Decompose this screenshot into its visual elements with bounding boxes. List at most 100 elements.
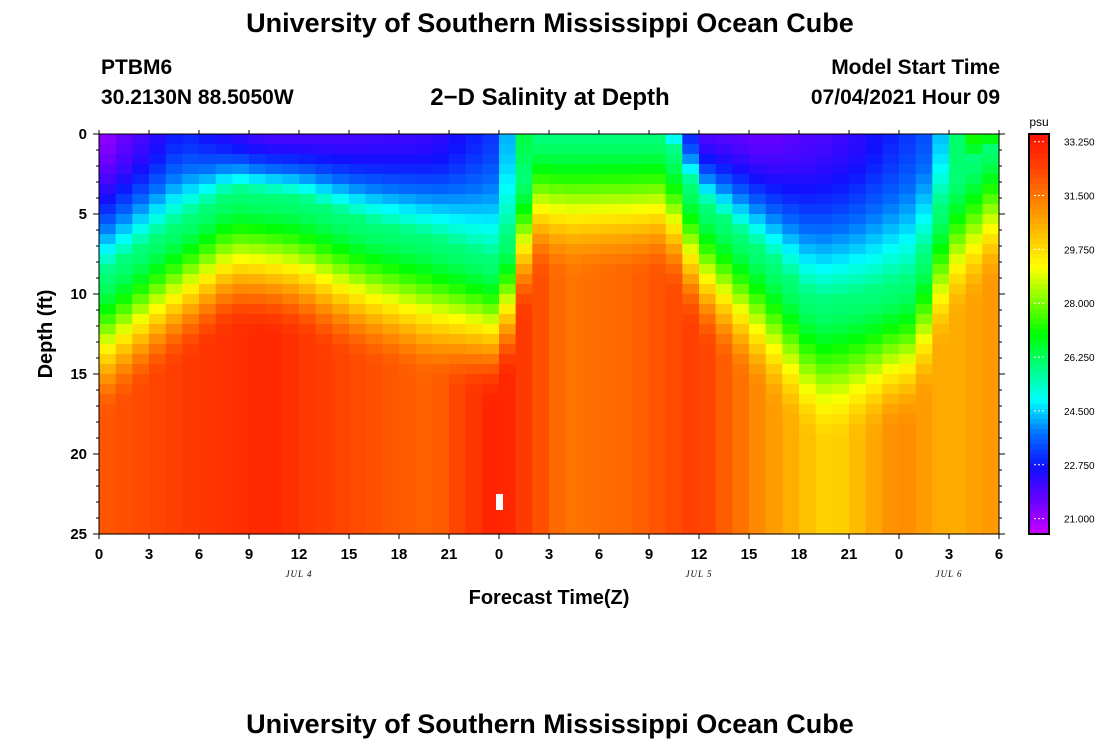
heatmap-cell xyxy=(199,444,217,455)
heatmap-cell xyxy=(99,514,117,525)
heatmap-cell xyxy=(415,374,433,385)
heatmap-cell xyxy=(465,414,483,425)
y-axis-label: Depth (ft) xyxy=(35,290,57,379)
heatmap-cell xyxy=(165,524,183,535)
heatmap-cell xyxy=(249,424,267,435)
heatmap-cell xyxy=(599,334,617,345)
heatmap-cell xyxy=(182,464,200,475)
heatmap-cell xyxy=(282,354,300,365)
heatmap-cell xyxy=(149,314,167,325)
heatmap-cell xyxy=(132,414,150,425)
heatmap-cell xyxy=(215,524,233,535)
heatmap-cell xyxy=(499,234,517,245)
heatmap-cell xyxy=(632,284,650,295)
station-id: PTBM6 xyxy=(101,56,173,79)
heatmap-cell xyxy=(649,134,667,145)
heatmap-cell xyxy=(615,484,633,495)
heatmap-cell xyxy=(682,474,700,485)
heatmap-cell xyxy=(499,314,517,325)
heatmap-cell xyxy=(899,304,917,315)
heatmap-cell xyxy=(432,214,450,225)
heatmap-cell xyxy=(599,204,617,215)
heatmap-cell xyxy=(765,334,783,345)
heatmap-cell xyxy=(815,394,833,405)
heatmap-cell xyxy=(632,214,650,225)
heatmap-cell xyxy=(232,204,250,215)
heatmap-cell xyxy=(532,524,550,535)
heatmap-cell xyxy=(982,314,1000,325)
heatmap-cell xyxy=(815,174,833,185)
heatmap-cell xyxy=(415,294,433,305)
heatmap-cell xyxy=(932,344,950,355)
heatmap-cell xyxy=(99,434,117,445)
heatmap-cell xyxy=(749,224,767,235)
heatmap-cell xyxy=(915,494,933,505)
heatmap-cell xyxy=(699,474,717,485)
heatmap-cell xyxy=(949,294,967,305)
heatmap-cell xyxy=(432,474,450,485)
x-tick-label: 3 xyxy=(945,546,953,563)
heatmap-cell xyxy=(349,234,367,245)
heatmap-cell xyxy=(749,354,767,365)
heatmap-cell xyxy=(365,384,383,395)
heatmap-cell xyxy=(299,384,317,395)
heatmap-cell xyxy=(615,244,633,255)
heatmap-cell xyxy=(382,354,400,365)
heatmap-cell xyxy=(99,504,117,515)
heatmap-cell xyxy=(365,524,383,535)
heatmap-cell xyxy=(632,354,650,365)
heatmap-cell xyxy=(565,474,583,485)
heatmap-cell xyxy=(382,454,400,465)
heatmap-cell xyxy=(799,464,817,475)
heatmap-cell xyxy=(132,394,150,405)
heatmap-cell xyxy=(815,384,833,395)
heatmap-cell xyxy=(482,364,500,375)
heatmap-cell xyxy=(815,264,833,275)
heatmap-cell xyxy=(315,254,333,265)
heatmap-cell xyxy=(365,324,383,335)
heatmap-cell xyxy=(715,484,733,495)
heatmap-cell xyxy=(915,344,933,355)
heatmap-cell xyxy=(715,474,733,485)
heatmap-cell xyxy=(932,204,950,215)
heatmap-cell xyxy=(799,274,817,285)
heatmap-cell xyxy=(849,444,867,455)
heatmap-cell xyxy=(782,184,800,195)
heatmap-cell xyxy=(282,134,300,145)
heatmap-cell xyxy=(515,394,533,405)
heatmap-cell xyxy=(399,314,417,325)
heatmap-cell xyxy=(315,374,333,385)
heatmap-cell xyxy=(699,294,717,305)
heatmap-cell xyxy=(315,354,333,365)
heatmap-cell xyxy=(765,244,783,255)
heatmap-cell xyxy=(449,524,467,535)
heatmap-cell xyxy=(315,174,333,185)
heatmap-cell xyxy=(932,284,950,295)
heatmap-cell xyxy=(649,364,667,375)
heatmap-cell xyxy=(332,354,350,365)
heatmap-cell xyxy=(865,384,883,395)
heatmap-cell xyxy=(615,454,633,465)
heatmap-cell xyxy=(865,134,883,145)
heatmap-cell xyxy=(949,154,967,165)
colorbar-band xyxy=(1029,239,1049,245)
heatmap-cell xyxy=(365,184,383,195)
heatmap-cell xyxy=(915,434,933,445)
heatmap-cell xyxy=(815,444,833,455)
colorbar-band xyxy=(1029,369,1049,375)
heatmap-cell xyxy=(215,334,233,345)
heatmap-cell xyxy=(349,164,367,175)
heatmap-cell xyxy=(982,454,1000,465)
heatmap-cell xyxy=(332,424,350,435)
heatmap-cell xyxy=(915,314,933,325)
heatmap-cell xyxy=(382,254,400,265)
heatmap-cell xyxy=(565,404,583,415)
date-label: JUL 5 xyxy=(685,569,712,579)
heatmap-cell xyxy=(615,254,633,265)
heatmap-cell xyxy=(515,364,533,375)
heatmap-cell xyxy=(982,144,1000,155)
heatmap-cell xyxy=(932,524,950,535)
heatmap-cell xyxy=(165,244,183,255)
heatmap-cell xyxy=(615,284,633,295)
heatmap-cell xyxy=(199,364,217,375)
